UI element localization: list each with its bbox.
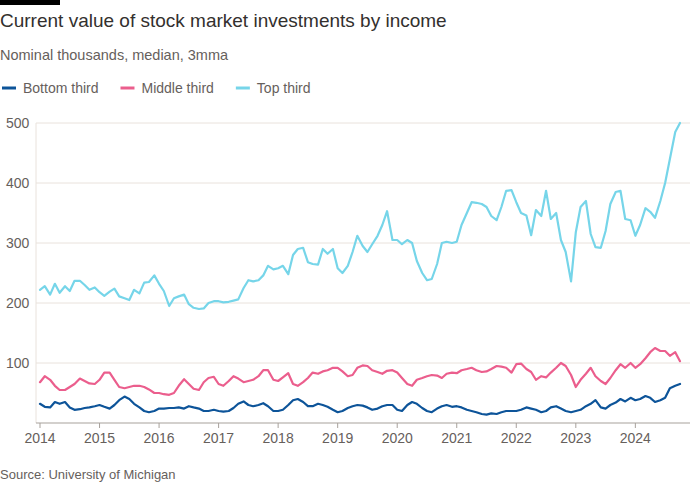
- y-tick-label: 400: [6, 175, 30, 191]
- y-tick-label: 500: [6, 115, 30, 131]
- grid-line: [36, 363, 690, 364]
- grid-line: [36, 243, 690, 244]
- x-tick-label: 2020: [382, 430, 413, 446]
- x-tick: [218, 423, 219, 428]
- x-tick: [159, 423, 160, 428]
- x-tick-label: 2015: [84, 430, 115, 446]
- x-tick: [397, 423, 398, 428]
- series-line: [40, 123, 680, 309]
- title: Current value of stock market investment…: [0, 10, 447, 31]
- x-tick: [337, 423, 338, 428]
- legend-label: Middle third: [141, 80, 213, 96]
- legend-swatch: [2, 87, 16, 90]
- legend-label: Top third: [257, 80, 311, 96]
- chart: Current value of stock market investment…: [0, 0, 700, 500]
- x-tick: [99, 423, 100, 428]
- legend-label: Bottom third: [23, 80, 98, 96]
- grid-line: [36, 123, 690, 124]
- x-tick-label: 2021: [441, 430, 472, 446]
- x-axis-line: [36, 423, 690, 424]
- x-tick-label: 2024: [620, 430, 651, 446]
- y-tick-label: 100: [6, 355, 30, 371]
- x-tick: [575, 423, 576, 428]
- legend-swatch: [236, 87, 250, 90]
- x-tick-label: 2023: [560, 430, 591, 446]
- x-tick-label: 2016: [143, 430, 174, 446]
- grid-line: [36, 183, 690, 184]
- x-tick: [635, 423, 636, 428]
- x-tick: [40, 423, 41, 428]
- brand-bar: [0, 0, 60, 5]
- x-tick: [516, 423, 517, 428]
- x-tick: [456, 423, 457, 428]
- x-tick-label: 2019: [322, 430, 353, 446]
- x-tick-label: 2022: [501, 430, 532, 446]
- y-tick-label: 300: [6, 235, 30, 251]
- y-axis-line: [36, 123, 37, 423]
- legend-swatch: [120, 87, 134, 90]
- grid-line: [36, 303, 690, 304]
- series-line: [40, 348, 680, 395]
- subtitle: Nominal thousands, median, 3mma: [0, 47, 229, 63]
- x-tick: [278, 423, 279, 428]
- series-line: [40, 384, 680, 415]
- plot-area: [40, 123, 680, 415]
- source: Source: University of Michigan: [0, 467, 176, 482]
- x-tick-label: 2018: [263, 430, 294, 446]
- y-tick-label: 200: [6, 295, 30, 311]
- x-tick-label: 2014: [24, 430, 55, 446]
- x-tick-label: 2017: [203, 430, 234, 446]
